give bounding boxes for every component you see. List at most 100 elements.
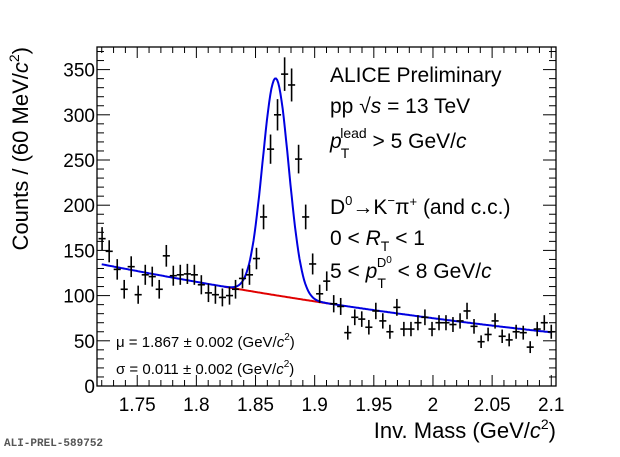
data-point xyxy=(540,315,548,331)
data-point xyxy=(238,268,247,289)
data-point xyxy=(190,264,198,285)
data-point xyxy=(218,288,226,307)
data-point xyxy=(449,317,457,332)
data-point xyxy=(260,204,268,230)
data-point xyxy=(113,259,121,280)
annotation-block: ALICE Preliminary pp √s = 13 TeV pTlead … xyxy=(329,64,510,291)
data-point xyxy=(281,57,289,91)
data-point xyxy=(273,99,282,131)
data-point xyxy=(505,333,513,347)
data-point xyxy=(365,319,373,335)
data-point xyxy=(526,341,534,354)
data-point xyxy=(477,335,485,349)
background-fit-line xyxy=(224,285,333,305)
y-tick-label: 0 xyxy=(84,377,95,398)
data-point xyxy=(252,247,261,270)
y-tick-label: 200 xyxy=(63,196,95,217)
data-point xyxy=(288,68,296,102)
data-point xyxy=(428,321,436,337)
data-point xyxy=(302,204,310,230)
axis-ticks xyxy=(97,47,556,387)
data-point xyxy=(519,325,527,340)
data-point xyxy=(358,311,366,327)
data-point xyxy=(309,253,317,275)
data-point xyxy=(470,318,478,334)
x-tick-label: 1.75 xyxy=(119,395,156,416)
annotation-pt-range: 5 < pTD0 < 8 GeV/c xyxy=(330,255,492,291)
data-point xyxy=(407,321,415,337)
data-point xyxy=(400,321,408,337)
annotation-system: pp √s = 13 TeV xyxy=(330,95,470,118)
x-tick-label: 2 xyxy=(428,395,439,416)
data-point xyxy=(148,266,156,287)
x-tick-labels: 1.75 1.8 1.85 1.9 1.95 2 2.05 2.1 xyxy=(119,395,565,416)
data-point xyxy=(197,275,205,295)
data-point xyxy=(386,324,394,339)
y-tick-label: 250 xyxy=(63,151,95,172)
preliminary-id: ALI-PREL-589752 xyxy=(4,438,104,450)
data-point xyxy=(211,285,219,304)
y-tick-labels: 0 50 100 150 200 250 300 350 xyxy=(63,61,95,398)
data-point xyxy=(379,313,387,329)
x-axis-title: Inv. Mass (GeV/c2) xyxy=(374,416,556,443)
data-point xyxy=(245,264,254,285)
data-point xyxy=(330,295,338,313)
y-tick-label: 350 xyxy=(63,61,95,82)
data-point xyxy=(421,309,429,326)
data-point xyxy=(183,263,191,284)
data-points xyxy=(98,57,555,354)
data-point xyxy=(372,302,380,320)
data-point xyxy=(169,265,177,286)
x-tick-label: 1.95 xyxy=(355,395,392,416)
x-tick-label: 1.9 xyxy=(301,395,327,416)
annotation-rt: 0 < RT < 1 xyxy=(330,227,425,254)
y-tick-label: 50 xyxy=(74,332,95,353)
data-point xyxy=(323,271,331,291)
data-point xyxy=(337,297,345,315)
data-point xyxy=(393,298,401,316)
y-tick-label: 300 xyxy=(63,106,95,127)
x-tick-label: 2.1 xyxy=(538,395,564,416)
data-point xyxy=(456,313,464,329)
fit-sigma: σ = 0.011 ± 0.002 (GeV/c2) xyxy=(116,359,294,378)
data-point xyxy=(105,240,113,263)
data-point xyxy=(484,327,492,342)
data-point xyxy=(141,264,149,285)
data-point xyxy=(266,134,275,164)
x-tick-label: 1.85 xyxy=(237,395,274,416)
x-tick-label: 1.8 xyxy=(183,395,209,416)
fit-mu: μ = 1.867 ± 0.002 (GeV/c2) xyxy=(116,332,295,351)
fit-parameters: μ = 1.867 ± 0.002 (GeV/c2) σ = 0.011 ± 0… xyxy=(116,332,295,378)
data-point xyxy=(344,325,352,340)
data-point xyxy=(491,313,499,329)
data-point xyxy=(134,285,142,304)
data-point xyxy=(127,256,135,278)
data-point xyxy=(120,279,128,299)
data-point xyxy=(414,315,422,331)
data-point xyxy=(435,315,443,331)
data-point xyxy=(351,309,359,326)
annotation-lead-pt: pTlead > 5 GeV/c xyxy=(329,125,467,161)
y-axis-title: Counts / (60 MeV/c2) xyxy=(6,47,33,250)
annotation-decay: D0→K−π+ (and c.c.) xyxy=(330,193,510,219)
total-fit-line xyxy=(101,77,552,334)
data-point xyxy=(442,315,450,331)
data-point xyxy=(533,321,541,337)
data-point xyxy=(155,279,163,299)
data-point xyxy=(176,264,184,285)
data-point xyxy=(231,279,240,299)
y-tick-label: 100 xyxy=(63,287,95,308)
annotation-experiment: ALICE Preliminary xyxy=(330,64,502,87)
fit-layer xyxy=(101,77,552,334)
data-point xyxy=(498,329,506,343)
data-point xyxy=(316,284,324,303)
data-point xyxy=(463,302,471,320)
data-point xyxy=(204,283,212,303)
data-point xyxy=(162,244,170,267)
data-point xyxy=(98,227,106,251)
data-point xyxy=(225,286,234,305)
y-tick-label: 150 xyxy=(63,241,95,262)
x-tick-label: 2.05 xyxy=(474,395,511,416)
data-point xyxy=(512,324,520,339)
